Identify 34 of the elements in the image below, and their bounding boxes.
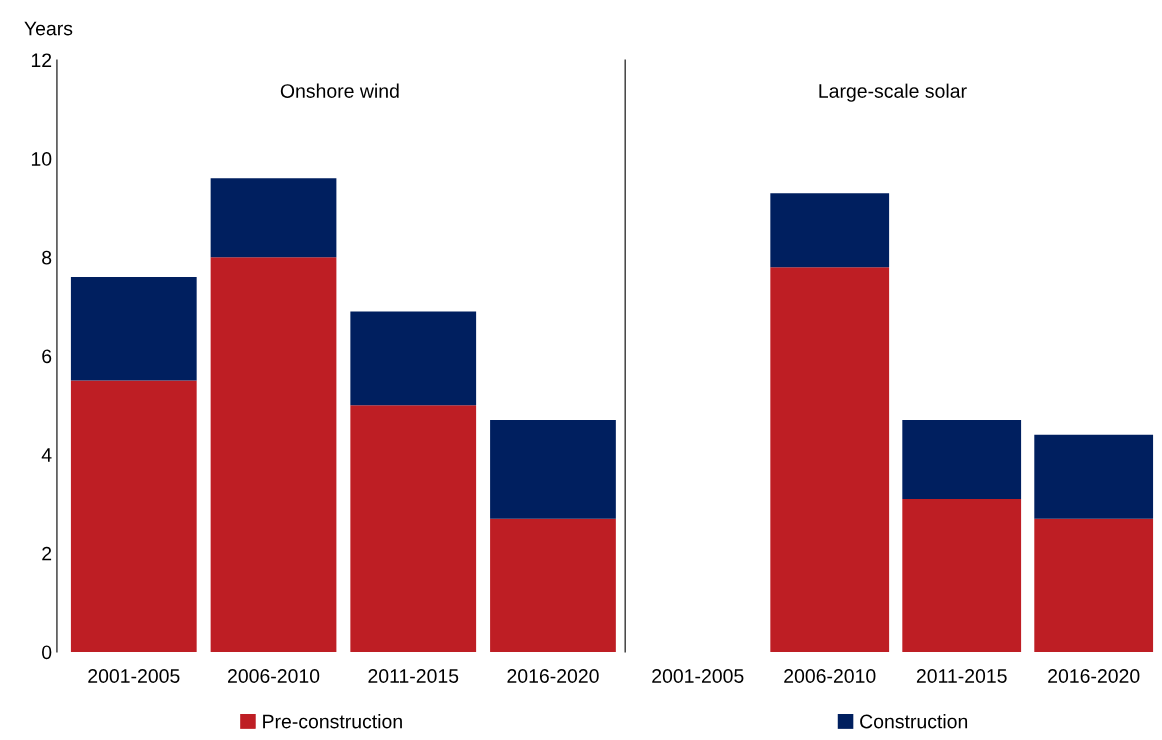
- bar: [1034, 434, 1154, 519]
- bar: [770, 267, 890, 652]
- bar: [70, 277, 197, 381]
- x-tick-label: 2001-2005: [88, 669, 180, 683]
- bar: [770, 193, 890, 268]
- legend-label: Pre-construction: [263, 714, 402, 729]
- y-tick-label: 4: [41, 448, 52, 462]
- bar: [902, 420, 1022, 500]
- x-tick-label: 2016-2020: [507, 669, 599, 683]
- y-tick-label: 8: [42, 250, 52, 265]
- text: Onshore wind: [280, 83, 399, 98]
- x-tick-label: 2006-2010: [784, 669, 876, 683]
- x-tick-label: 2016-2020: [1048, 669, 1140, 683]
- bar: [490, 420, 616, 519]
- y-tick-label: 6: [42, 349, 52, 364]
- y-tick-label: 10: [31, 152, 52, 166]
- bar: [70, 380, 197, 652]
- bar: [210, 257, 337, 652]
- x-tick-label: 2001-2005: [652, 669, 744, 683]
- legend-label: Construction: [860, 714, 968, 729]
- bar: [1034, 518, 1154, 652]
- bar: [350, 311, 477, 406]
- bar: [490, 518, 616, 652]
- y-tick-label: 12: [31, 53, 52, 67]
- bar: [902, 499, 1022, 652]
- x-tick-label: 2011-2015: [916, 669, 1007, 683]
- x-tick-label: 2006-2010: [228, 669, 320, 683]
- bar: [350, 405, 477, 652]
- bar: [210, 178, 337, 258]
- y-tick-label: 2: [42, 546, 52, 561]
- y-tick-label: 0: [42, 645, 52, 660]
- y-axis-title: Years: [24, 21, 73, 36]
- x-tick-label: 2011-2015: [368, 669, 459, 683]
- text: Large-scale solar: [819, 83, 967, 102]
